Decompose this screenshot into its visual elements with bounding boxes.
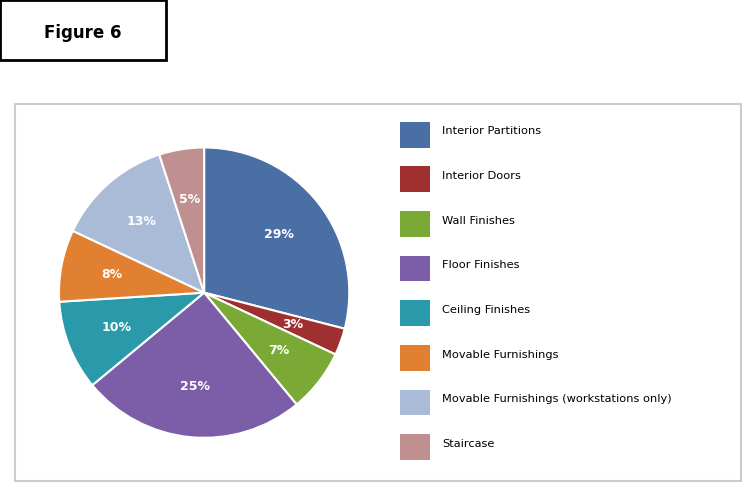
Wedge shape xyxy=(204,293,345,355)
Text: 8%: 8% xyxy=(101,268,122,281)
Text: 7%: 7% xyxy=(268,344,290,357)
Text: Floor Finishes: Floor Finishes xyxy=(442,260,519,270)
FancyBboxPatch shape xyxy=(400,256,429,281)
Text: Movable Furnishings: Movable Furnishings xyxy=(442,350,559,360)
Text: 3%: 3% xyxy=(282,318,303,331)
Wedge shape xyxy=(59,231,204,302)
Text: Figure 6: Figure 6 xyxy=(45,24,122,42)
Text: 13%: 13% xyxy=(127,215,156,228)
FancyBboxPatch shape xyxy=(400,122,429,147)
FancyBboxPatch shape xyxy=(400,434,429,460)
Text: Interior Doors: Interior Doors xyxy=(442,171,521,181)
Text: Interior Partitions: Interior Partitions xyxy=(442,126,541,136)
Text: 5%: 5% xyxy=(178,193,200,206)
Text: 10%: 10% xyxy=(101,321,132,334)
FancyBboxPatch shape xyxy=(400,211,429,237)
FancyBboxPatch shape xyxy=(400,301,429,326)
Wedge shape xyxy=(160,147,204,293)
Text: Wall Finishes: Wall Finishes xyxy=(442,216,515,226)
FancyBboxPatch shape xyxy=(400,167,429,192)
Text: Movable Furnishings (workstations only): Movable Furnishings (workstations only) xyxy=(442,394,671,404)
Text: 25%: 25% xyxy=(180,380,210,393)
FancyBboxPatch shape xyxy=(400,390,429,415)
Text: 29%: 29% xyxy=(264,228,293,242)
Wedge shape xyxy=(73,155,204,293)
Wedge shape xyxy=(59,293,204,385)
Wedge shape xyxy=(92,293,296,438)
FancyBboxPatch shape xyxy=(400,345,429,371)
Text: Ceiling Finishes: Ceiling Finishes xyxy=(442,305,530,315)
Text: Staircase: Staircase xyxy=(442,439,494,449)
Wedge shape xyxy=(204,293,336,404)
Wedge shape xyxy=(204,147,349,329)
